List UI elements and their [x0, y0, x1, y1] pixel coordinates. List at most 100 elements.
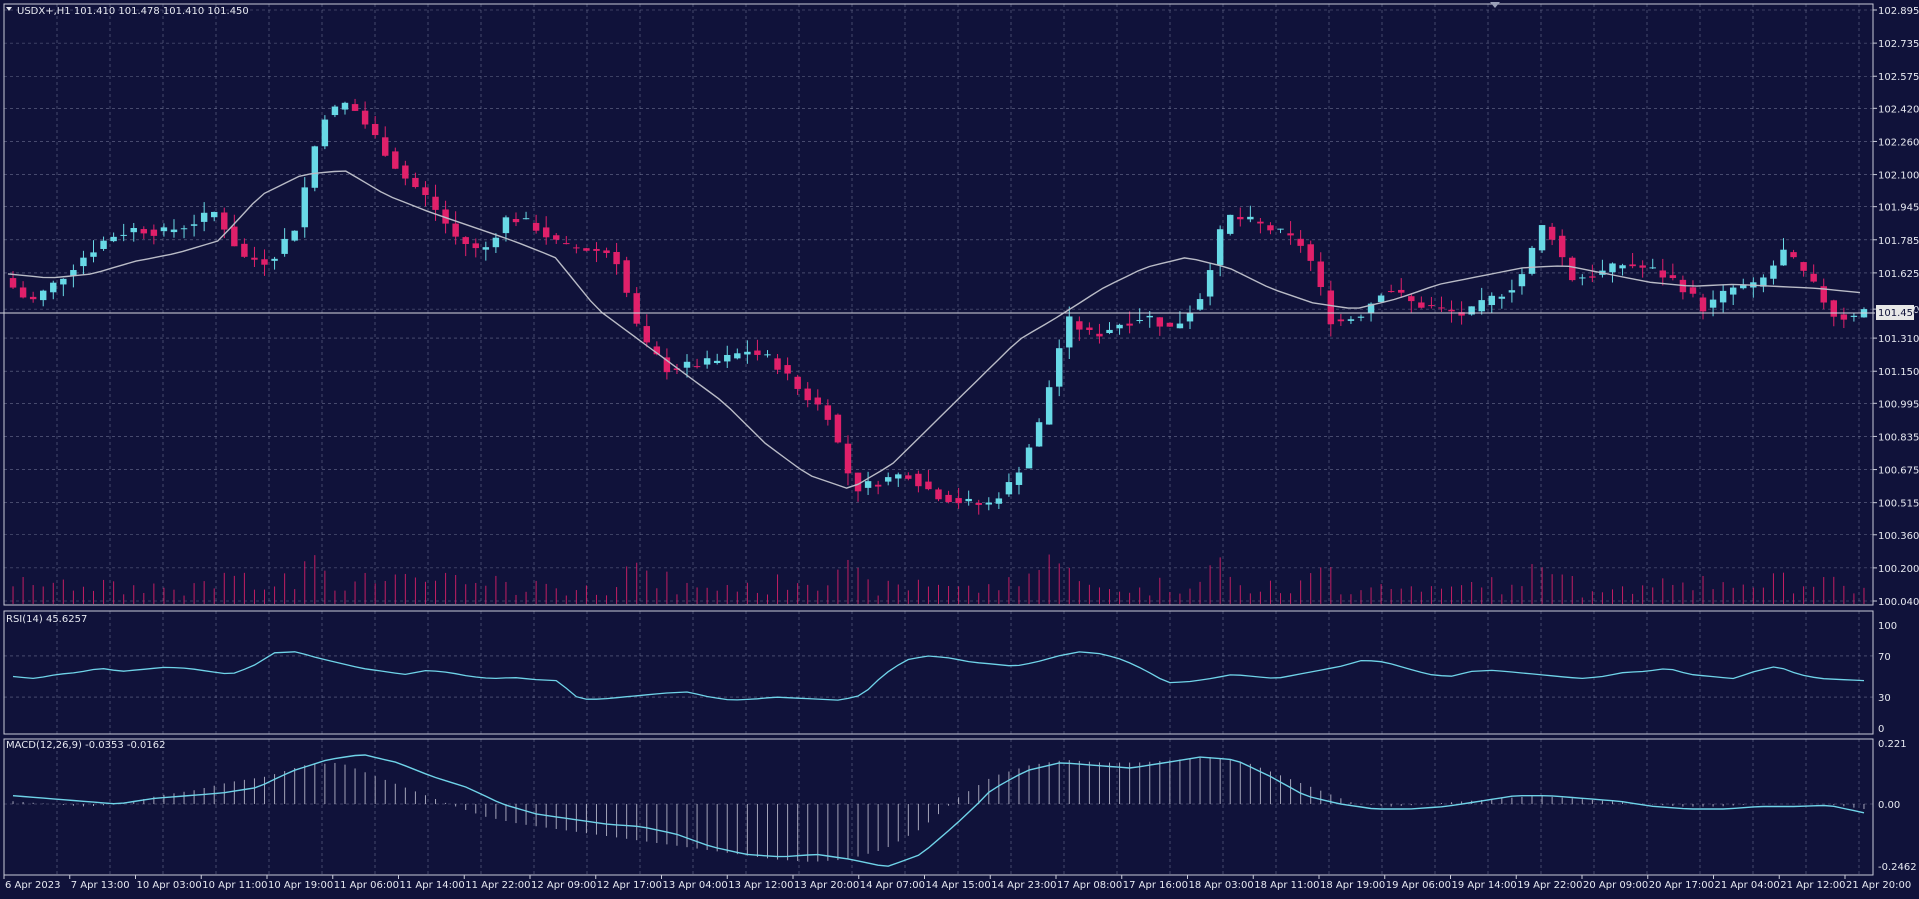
time-tick-label: 17 Apr 08:00	[1057, 880, 1122, 891]
candle-body	[1589, 276, 1596, 278]
candle-body	[1458, 312, 1465, 316]
candle-body	[884, 477, 892, 482]
candle-body	[200, 212, 208, 222]
candle-body	[663, 357, 671, 373]
candle-body	[392, 151, 399, 169]
candle-body	[1699, 297, 1707, 312]
time-tick-label: 7 Apr 13:00	[71, 880, 130, 891]
candle-body	[70, 270, 77, 276]
candle-body	[1528, 247, 1536, 274]
candle-body	[231, 226, 238, 247]
candle-body	[1468, 306, 1475, 315]
time-tick-label: 20 Apr 17:00	[1649, 880, 1714, 891]
candle-body	[50, 282, 57, 293]
candle-body	[1257, 221, 1264, 224]
candle-body	[1478, 300, 1485, 312]
macd-series	[12, 754, 1865, 867]
candle-body	[945, 494, 952, 503]
candle-body	[382, 137, 389, 156]
current-price-tag: 101.450	[1876, 305, 1919, 320]
candle-body	[502, 217, 510, 234]
volume-bars	[12, 554, 1865, 604]
time-axis[interactable]: 6 Apr 2023 7 Apr 13:00 10 Apr 03:00 10 Apr …	[3, 875, 1911, 891]
candle-body	[150, 229, 158, 236]
candle-body	[804, 388, 811, 401]
price-tick-label: 102.895	[1878, 6, 1919, 17]
price-tick-label: 100.675	[1878, 466, 1919, 477]
time-tick-label: 21 Apr 12:00	[1780, 880, 1845, 891]
candle-body	[593, 248, 600, 251]
candle-body	[1408, 296, 1415, 302]
rsi-label: RSI(14) 45.6257	[6, 614, 87, 625]
candle-body	[301, 187, 308, 228]
candle-body	[995, 498, 1003, 504]
candle-body	[1398, 289, 1405, 293]
time-tick-label: 19 Apr 06:00	[1386, 880, 1451, 891]
candle-body	[1066, 316, 1073, 348]
candle-body	[834, 414, 842, 443]
candle-body	[1126, 323, 1133, 326]
candle-body	[19, 287, 27, 298]
candle-body	[130, 227, 137, 233]
candle-body	[553, 235, 560, 240]
candle-body	[1770, 265, 1777, 279]
candle-body	[1659, 270, 1667, 278]
candle-body	[1055, 348, 1063, 387]
candle-body	[462, 237, 469, 245]
shift-marker-icon[interactable]	[1490, 2, 1500, 8]
candle-body	[1176, 323, 1184, 329]
candle-body	[1005, 482, 1013, 495]
candle-body	[814, 397, 822, 405]
candle-body	[643, 326, 650, 343]
candle-body	[774, 358, 781, 370]
price-tick-label: 100.515	[1878, 499, 1919, 510]
price-axis[interactable]: 102.895 102.735 102.575 102.420 102.260 102.1…	[1873, 6, 1919, 608]
candle-body	[724, 354, 731, 362]
candle-body	[713, 360, 721, 363]
candle-body	[683, 361, 691, 368]
candle-body	[613, 252, 620, 265]
panel-border	[3, 738, 1874, 876]
panel-border	[3, 3, 1874, 606]
candle-body	[1729, 287, 1737, 295]
candle-body	[1327, 290, 1335, 325]
candle-body	[784, 365, 791, 374]
candle-body	[422, 187, 429, 196]
candle-body	[1639, 265, 1646, 268]
candle-body	[542, 227, 550, 238]
candle-body	[1337, 319, 1345, 322]
candle-body	[170, 229, 178, 233]
time-tick-label: 13 Apr 04:00	[663, 880, 728, 891]
candle-body	[1277, 228, 1284, 230]
candle-body	[1206, 270, 1214, 297]
time-tick-label: 14 Apr 07:00	[860, 880, 925, 891]
candle-body	[1538, 225, 1546, 251]
candle-body	[1216, 229, 1224, 266]
candle-body	[1780, 249, 1787, 266]
candle-body	[180, 228, 188, 230]
candle-body	[734, 353, 741, 359]
candle-body	[291, 230, 298, 241]
time-tick-label: 10 Apr 03:00	[137, 880, 202, 891]
rsi-level-label: 30	[1878, 693, 1891, 704]
price-tick-label: 100.040	[1878, 597, 1919, 608]
candle-body	[341, 102, 349, 110]
candle-body	[955, 498, 962, 504]
time-tick-label: 17 Apr 16:00	[1123, 880, 1188, 891]
candle-body	[754, 350, 761, 355]
candle-body	[1186, 312, 1194, 322]
time-tick-label: 12 Apr 17:00	[597, 880, 662, 891]
candle-body	[1227, 214, 1234, 234]
candle-body	[1649, 267, 1656, 269]
price-tick-label: 102.100	[1878, 171, 1919, 182]
dropdown-triangle-icon[interactable]	[6, 7, 12, 11]
candle-body	[1096, 333, 1103, 337]
time-tick-label: 10 Apr 19:00	[268, 880, 333, 891]
candle-body	[653, 346, 661, 355]
candle-body	[1247, 216, 1254, 220]
candle-body	[1146, 315, 1153, 318]
candle-body	[331, 106, 339, 116]
candle-body	[824, 405, 832, 420]
